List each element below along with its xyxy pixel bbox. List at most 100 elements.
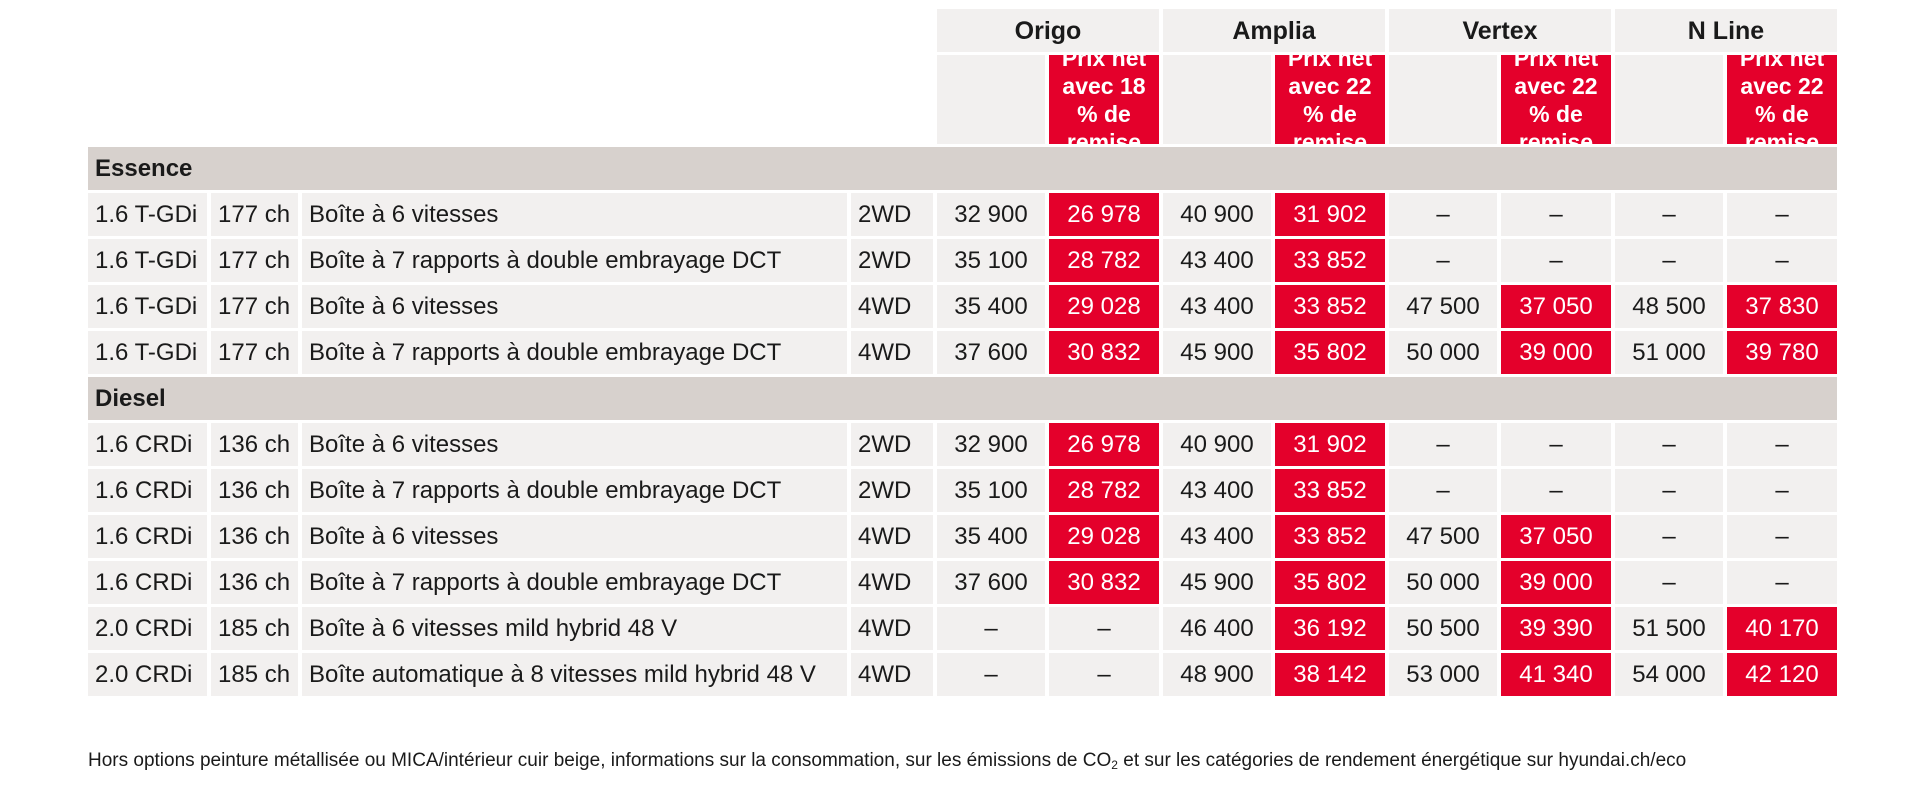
discount-price-cell: – [1501, 239, 1611, 282]
discount-price-cell: – [1049, 653, 1159, 696]
discount-price-header: Prix net avec 22 % de remise [1727, 55, 1837, 144]
footnote-subscript: 2 [1111, 758, 1118, 772]
list-price-cell: 46 400 [1163, 607, 1271, 650]
list-price-cell: 35 100 [937, 239, 1045, 282]
list-price-cell: 40 900 [1163, 193, 1271, 236]
gearbox-cell: Boîte à 7 rapports à double embrayage DC… [302, 561, 847, 604]
discount-price-cell: 37 050 [1501, 285, 1611, 328]
list-price-header [1389, 55, 1497, 144]
drive-cell: 4WD [851, 285, 933, 328]
discount-price-cell: – [1501, 469, 1611, 512]
discount-price-cell: 37 050 [1501, 515, 1611, 558]
discount-price-cell: 39 000 [1501, 561, 1611, 604]
drive-cell: 4WD [851, 653, 933, 696]
gearbox-cell: Boîte à 7 rapports à double embrayage DC… [302, 239, 847, 282]
trim-header-vertex: Vertex [1389, 9, 1611, 52]
discount-price-cell: 33 852 [1275, 469, 1385, 512]
list-price-cell: – [937, 607, 1045, 650]
discount-price-header: Prix net avec 22 % de remise [1275, 55, 1385, 144]
power-cell: 177 ch [211, 193, 298, 236]
discount-price-cell: 41 340 [1501, 653, 1611, 696]
list-price-cell: 48 500 [1615, 285, 1723, 328]
drive-cell: 2WD [851, 239, 933, 282]
list-price-cell: 35 100 [937, 469, 1045, 512]
engine-cell: 1.6 T-GDi [88, 331, 207, 374]
discount-price-cell: 33 852 [1275, 239, 1385, 282]
drive-cell: 2WD [851, 193, 933, 236]
discount-price-cell: – [1501, 423, 1611, 466]
discount-price-cell: 42 120 [1727, 653, 1837, 696]
drive-cell: 2WD [851, 469, 933, 512]
power-cell: 136 ch [211, 423, 298, 466]
power-cell: 185 ch [211, 607, 298, 650]
list-price-cell: 51 000 [1615, 331, 1723, 374]
engine-cell: 2.0 CRDi [88, 653, 207, 696]
drive-cell: 4WD [851, 515, 933, 558]
engine-cell: 2.0 CRDi [88, 607, 207, 650]
list-price-cell: 48 900 [1163, 653, 1271, 696]
discount-price-cell: 39 780 [1727, 331, 1837, 374]
list-price-header [1163, 55, 1271, 144]
list-price-cell: 50 500 [1389, 607, 1497, 650]
list-price-cell: 32 900 [937, 193, 1045, 236]
discount-price-cell: 30 832 [1049, 561, 1159, 604]
footnote: Hors options peinture métallisée ou MICA… [88, 750, 1848, 772]
discount-price-cell: 26 978 [1049, 423, 1159, 466]
list-price-cell: 50 000 [1389, 561, 1497, 604]
list-price-cell: – [1615, 423, 1723, 466]
engine-cell: 1.6 T-GDi [88, 239, 207, 282]
price-table: Origo Prix net avec 18 % de remise Amplia P… [88, 9, 1837, 696]
list-price-cell: 32 900 [937, 423, 1045, 466]
discount-price-cell: – [1727, 193, 1837, 236]
list-price-cell: 35 400 [937, 515, 1045, 558]
engine-cell: 1.6 CRDi [88, 423, 207, 466]
engine-cell: 1.6 CRDi [88, 561, 207, 604]
gearbox-cell: Boîte à 6 vitesses [302, 423, 847, 466]
list-price-cell: – [1615, 193, 1723, 236]
gearbox-cell: Boîte à 7 rapports à double embrayage DC… [302, 469, 847, 512]
list-price-cell: – [1389, 239, 1497, 282]
discount-price-header: Prix net avec 18 % de remise [1049, 55, 1159, 144]
discount-price-cell: 37 830 [1727, 285, 1837, 328]
discount-price-cell: 28 782 [1049, 239, 1159, 282]
list-price-cell: – [1389, 193, 1497, 236]
list-price-cell: 50 000 [1389, 331, 1497, 374]
list-price-cell: – [1389, 469, 1497, 512]
power-cell: 177 ch [211, 331, 298, 374]
list-price-cell: 40 900 [1163, 423, 1271, 466]
drive-cell: 2WD [851, 423, 933, 466]
list-price-cell: 35 400 [937, 285, 1045, 328]
discount-price-cell: 29 028 [1049, 515, 1159, 558]
gearbox-cell: Boîte à 7 rapports à double embrayage DC… [302, 331, 847, 374]
engine-cell: 1.6 T-GDi [88, 285, 207, 328]
power-cell: 177 ch [211, 239, 298, 282]
drive-cell: 4WD [851, 607, 933, 650]
discount-price-cell: 31 902 [1275, 193, 1385, 236]
list-price-cell: 53 000 [1389, 653, 1497, 696]
discount-price-header: Prix net avec 22 % de remise [1501, 55, 1611, 144]
discount-price-cell: 31 902 [1275, 423, 1385, 466]
power-cell: 136 ch [211, 515, 298, 558]
discount-price-cell: 40 170 [1727, 607, 1837, 650]
drive-cell: 4WD [851, 331, 933, 374]
list-price-cell: – [1615, 515, 1723, 558]
list-price-cell: 51 500 [1615, 607, 1723, 650]
discount-price-cell: 36 192 [1275, 607, 1385, 650]
list-price-cell: 37 600 [937, 331, 1045, 374]
trim-header-origo: Origo [937, 9, 1159, 52]
power-cell: 136 ch [211, 469, 298, 512]
list-price-header [937, 55, 1045, 144]
list-price-cell: 45 900 [1163, 331, 1271, 374]
discount-price-cell: – [1727, 239, 1837, 282]
discount-price-cell: 35 802 [1275, 561, 1385, 604]
footnote-text-end: et sur les catégories de rendement énerg… [1117, 750, 1687, 771]
discount-price-cell: – [1727, 515, 1837, 558]
trim-header-amplia: Amplia [1163, 9, 1385, 52]
list-price-cell: 47 500 [1389, 285, 1497, 328]
discount-price-cell: 39 390 [1501, 607, 1611, 650]
discount-price-cell: 33 852 [1275, 515, 1385, 558]
discount-price-cell: 30 832 [1049, 331, 1159, 374]
discount-price-cell: 28 782 [1049, 469, 1159, 512]
discount-price-cell: 26 978 [1049, 193, 1159, 236]
discount-price-cell: – [1727, 561, 1837, 604]
